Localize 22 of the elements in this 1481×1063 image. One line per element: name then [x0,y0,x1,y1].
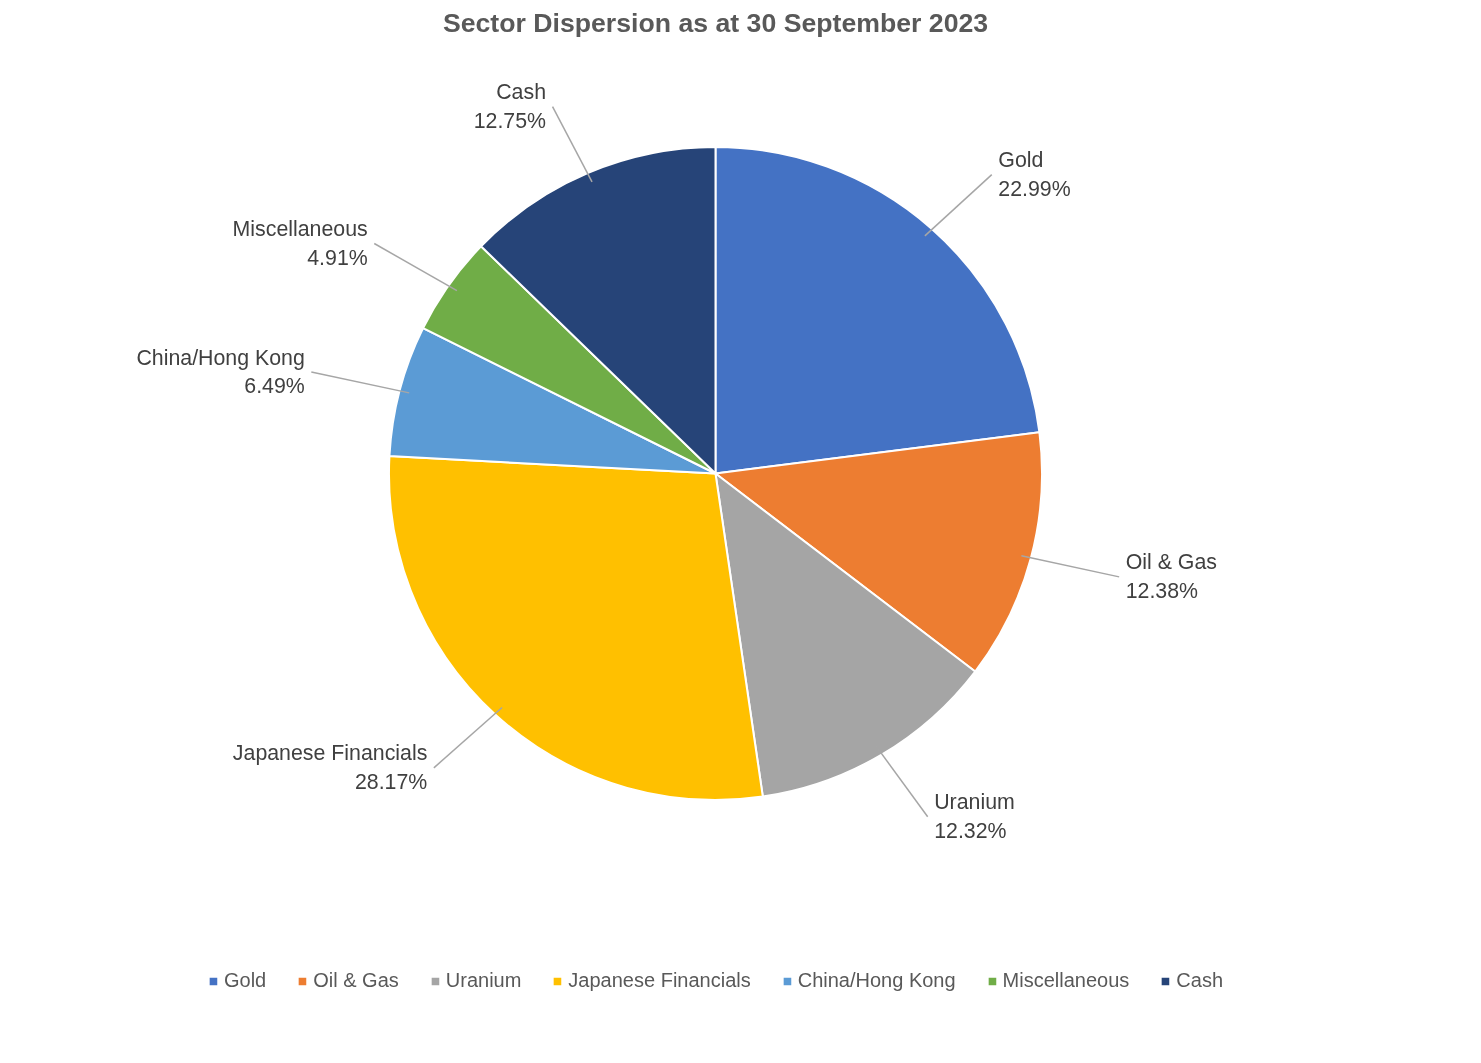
slice-label: Japanese Financials [232,741,428,766]
legend-label: China/Hong Kong [797,969,956,992]
legend-label: Miscellaneous [1002,969,1130,992]
data-label: 12.75% [473,109,547,134]
slice-label: Uranium [934,790,1015,815]
slice-label: Cash [496,80,547,105]
slice-label: Miscellaneous [232,217,368,242]
chart-title: Sector Dispersion as at 30 September 2023 [442,7,989,38]
data-label: 4.91% [307,245,368,270]
legend-label: Japanese Financials [568,969,751,992]
data-label: 22.99% [998,177,1071,201]
slice-label: Gold [998,148,1044,173]
legend-label: Cash [1176,969,1224,992]
slice-label: Oil & Gas [1125,550,1217,575]
data-label: 12.32% [934,819,1007,844]
data-label: 28.17% [354,770,428,795]
legend-label: Oil & Gas [313,969,399,992]
data-label: 12.38% [1125,579,1199,604]
slice-label: China/Hong Kong [136,345,305,370]
legend-label: Gold [223,969,267,992]
legend-label: Uranium [445,969,522,992]
data-label: 6.49% [244,374,305,399]
